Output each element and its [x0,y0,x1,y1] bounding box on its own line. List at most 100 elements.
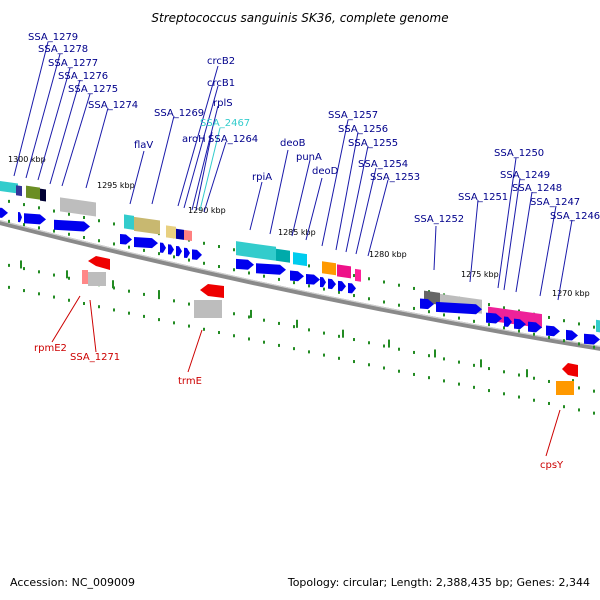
tick-mark [338,356,340,360]
tick-mark [68,276,70,280]
reverse-feature-blocks [82,256,578,395]
tick-mark [203,261,205,265]
gene-label-SSA_1274[interactable]: SSA_1274 [88,100,138,111]
tick-mark [443,379,445,383]
tick-mark [473,385,475,389]
tick-mark [8,263,10,267]
feature-block [596,319,600,333]
feature-block [0,180,96,217]
gene-label-SSA_1251[interactable]: SSA_1251 [458,192,508,203]
forward-cds-arrow [176,245,182,257]
gene-label-SSA_1248[interactable]: SSA_1248 [512,183,562,194]
tick-mark [83,215,85,219]
tick-mark [338,334,340,338]
gene-label-rplS[interactable]: rplS [213,98,233,109]
tick-mark [143,292,145,296]
tick-mark [53,209,55,213]
gene-label-SSA_1252[interactable]: SSA_1252 [414,214,464,225]
tick-mark [53,273,55,277]
forward-gene-labels: SSA_1279 SSA_1278 SSA_1277 SSA_1276 SSA_… [28,32,600,225]
feature-block [124,214,192,241]
gene-label-cpsY[interactable]: cpsY [540,460,564,471]
tick-mark [23,267,25,271]
tick-mark [293,325,295,329]
gene-label-SSA_1278[interactable]: SSA_1278 [38,44,88,55]
tick-mark [503,392,505,396]
tick-mark [23,289,25,293]
gene-label-SSA_2467[interactable]: SSA_2467 [200,118,250,129]
gene-label-SSA_1271[interactable]: SSA_1271 [70,352,120,363]
tick-mark [158,318,160,322]
tick-mark [233,268,235,272]
tick-mark [188,324,190,328]
tick-mark [68,232,70,236]
tick-mark [353,360,355,364]
tick-mark [128,245,130,249]
tick-mark [173,321,175,325]
tick-mark [578,386,580,390]
forward-leader-lines [13,41,573,301]
gene-label-SSA_1277[interactable]: SSA_1277 [48,58,98,69]
tick-mark [38,292,40,296]
tick-mark [248,271,250,275]
gene-label-SSA_1279[interactable]: SSA_1279 [28,32,78,43]
gene-label-SSA_1264[interactable]: SSA_1264 [208,134,258,145]
gene-label-SSA_1254[interactable]: SSA_1254 [358,159,408,170]
forward-cds-arrow [514,318,526,330]
tick-mark [323,331,325,335]
forward-cds-arrow [134,236,158,249]
tick-mark [308,264,310,268]
gene-label-SSA_1249[interactable]: SSA_1249 [500,170,550,181]
gene-label-flaV[interactable]: flaV [134,140,153,151]
tick-mark [23,223,25,227]
forward-cds-arrow [54,219,90,232]
tick-mark [398,303,400,307]
tick-mark [533,398,535,402]
forward-cds-arrow [338,280,346,292]
forward-cds-arrow [256,263,286,275]
gene-label-aroH[interactable]: aroH [182,134,206,145]
tick-mark [548,401,550,405]
gene-label-crcB2[interactable]: crcB2 [207,56,235,67]
forward-cds-arrows [0,207,600,345]
tick-mark [218,245,220,249]
gene-label-SSA_1269[interactable]: SSA_1269 [154,108,204,119]
tick-mark [548,335,550,339]
gene-label-SSA_1250[interactable]: SSA_1250 [494,148,544,159]
tick-mark [383,366,385,370]
forward-cds-arrow [0,207,8,218]
tick-mark [278,277,280,281]
gene-label-SSA_1255[interactable]: SSA_1255 [348,138,398,149]
tick-mark [353,338,355,342]
gene-label-SSA_1257[interactable]: SSA_1257 [328,110,378,121]
major-tick-mark [480,359,482,368]
major-tick-mark [250,309,252,318]
tick-mark [263,340,265,344]
gene-label-punA[interactable]: punA [296,152,322,163]
tick-mark [203,327,205,331]
gene-label-SSA_1246[interactable]: SSA_1246 [550,211,600,222]
tick-mark [128,289,130,293]
tick-mark [248,337,250,341]
gene-label-SSA_1276[interactable]: SSA_1276 [58,71,108,82]
tick-mark [83,235,85,239]
tick-mark [218,331,220,335]
tick-mark [203,241,205,245]
accession-text: Accession: NC_009009 [10,576,135,589]
tick-mark [533,376,535,380]
gene-label-deoD[interactable]: deoD [312,166,339,177]
tick-mark [413,286,415,290]
gene-label-crcB1[interactable]: crcB1 [207,78,235,89]
tick-mark [503,306,505,310]
gene-label-trmE[interactable]: trmE [178,376,202,387]
gene-label-SSA_1247[interactable]: SSA_1247 [530,197,580,208]
gene-label-deoB[interactable]: deoB [280,138,306,149]
gene-label-SSA_1275[interactable]: SSA_1275 [68,84,118,95]
gene-label-rpmE2[interactable]: rpmE2 [34,343,67,354]
tick-mark [488,303,490,307]
gene-label-SSA_1253[interactable]: SSA_1253 [370,172,420,183]
map-title: Streptococcus sanguinis SK36, complete g… [151,11,448,25]
gene-label-SSA_1256[interactable]: SSA_1256 [338,124,388,135]
gene-label-rpiA[interactable]: rpiA [252,172,272,183]
